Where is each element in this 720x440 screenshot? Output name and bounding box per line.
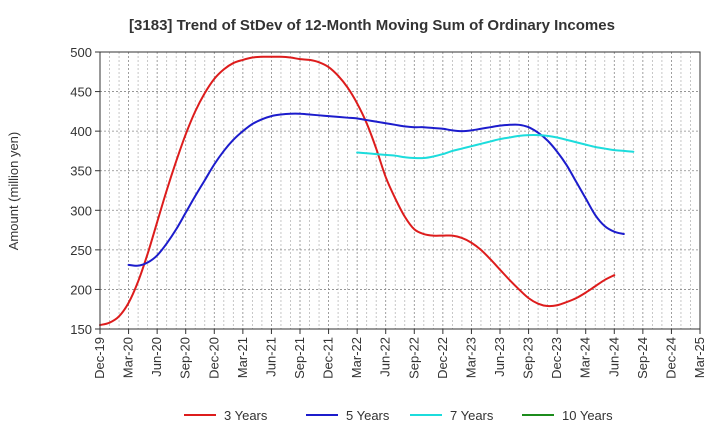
x-tick-label: Jun-23 — [492, 337, 507, 377]
x-tick-label: Mar-23 — [463, 337, 478, 378]
x-tick-label: Dec-24 — [663, 337, 678, 379]
x-tick-label: Dec-23 — [549, 337, 564, 379]
legend: 3 Years 5 Years 7 Years 10 Years — [184, 408, 613, 423]
legend-label: 3 Years — [224, 408, 268, 423]
y-tick-label: 200 — [70, 282, 92, 297]
y-tick-label: 250 — [70, 243, 92, 258]
x-tick-label: Mar-21 — [235, 337, 250, 378]
y-tick-label: 350 — [70, 164, 92, 179]
series-line-1 — [99, 55, 616, 327]
plot-frame — [99, 51, 701, 330]
x-tick-label: Sep-24 — [635, 337, 650, 379]
x-tick-label: Sep-22 — [406, 337, 421, 379]
x-tick-label: Mar-25 — [692, 337, 707, 378]
y-tick-label: 500 — [70, 45, 92, 60]
x-tick-label: Dec-22 — [435, 337, 450, 379]
y-tick-label: 150 — [70, 322, 92, 337]
x-tick-label: Mar-22 — [349, 337, 364, 378]
legend-label: 10 Years — [562, 408, 613, 423]
chart-title: [3183] Trend of StDev of 12-Month Moving… — [129, 17, 615, 34]
x-tick-label: Dec-19 — [92, 337, 107, 379]
x-tick-label: Mar-24 — [578, 337, 593, 378]
series-line-3 — [356, 134, 635, 160]
x-tick-label: Sep-20 — [178, 337, 193, 379]
legend-label: 7 Years — [450, 408, 494, 423]
x-tick-label: Jun-24 — [606, 337, 621, 377]
grid — [100, 52, 700, 329]
x-tick-label: Jun-20 — [149, 337, 164, 377]
x-tick-label: Jun-21 — [263, 337, 278, 377]
x-tick-label: Sep-23 — [521, 337, 536, 379]
x-tick-label: Jun-22 — [378, 337, 393, 377]
y-axis-label: Amount (million yen) — [6, 132, 21, 251]
axis-ticks: 150 200 250 300 350 400 450 500 Dec-19 Mar-20 Jun-… — [70, 45, 707, 379]
x-tick-label: Dec-20 — [206, 337, 221, 379]
x-tick-label: Sep-21 — [292, 337, 307, 379]
y-tick-label: 400 — [70, 124, 92, 139]
x-tick-label: Dec-21 — [321, 337, 336, 379]
y-tick-label: 300 — [70, 203, 92, 218]
legend-label: 5 Years — [346, 408, 390, 423]
x-tick-label: Mar-20 — [121, 337, 136, 378]
series-lines — [99, 55, 635, 327]
y-tick-label: 450 — [70, 85, 92, 100]
